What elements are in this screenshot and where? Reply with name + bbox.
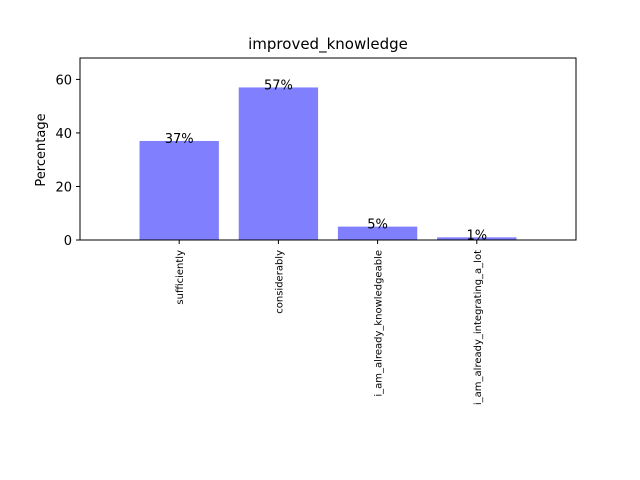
data-label-i_am_already_knowledgeable: 5%	[367, 218, 388, 233]
x-tick-label-i_am_already_integrating_a_lot: i_am_already_integrating_a_lot	[473, 250, 484, 405]
bar-considerably	[238, 87, 319, 240]
x-tick-label-considerably: considerably	[274, 250, 285, 314]
y-tick-label-0: 0	[64, 234, 72, 249]
chart-title: improved_knowledge	[248, 35, 408, 54]
y-axis-label: Percentage	[34, 113, 49, 186]
data-label-sufficiently: 37%	[165, 132, 194, 147]
bar-i_am_already_integrating_a_lot	[437, 237, 517, 240]
axes-frame	[79, 57, 577, 241]
x-tick-label-i_am_already_knowledgeable: i_am_already_knowledgeable	[374, 250, 385, 397]
y-tick-label-60: 60	[55, 73, 72, 88]
y-tick-label-40: 40	[55, 127, 72, 142]
bar-sufficiently	[139, 140, 219, 240]
bar-i_am_already_knowledgeable	[337, 226, 418, 240]
y-tick-label-20: 20	[55, 180, 72, 195]
x-tick-label-sufficiently: sufficiently	[175, 250, 186, 305]
data-label-considerably: 57%	[264, 78, 293, 93]
